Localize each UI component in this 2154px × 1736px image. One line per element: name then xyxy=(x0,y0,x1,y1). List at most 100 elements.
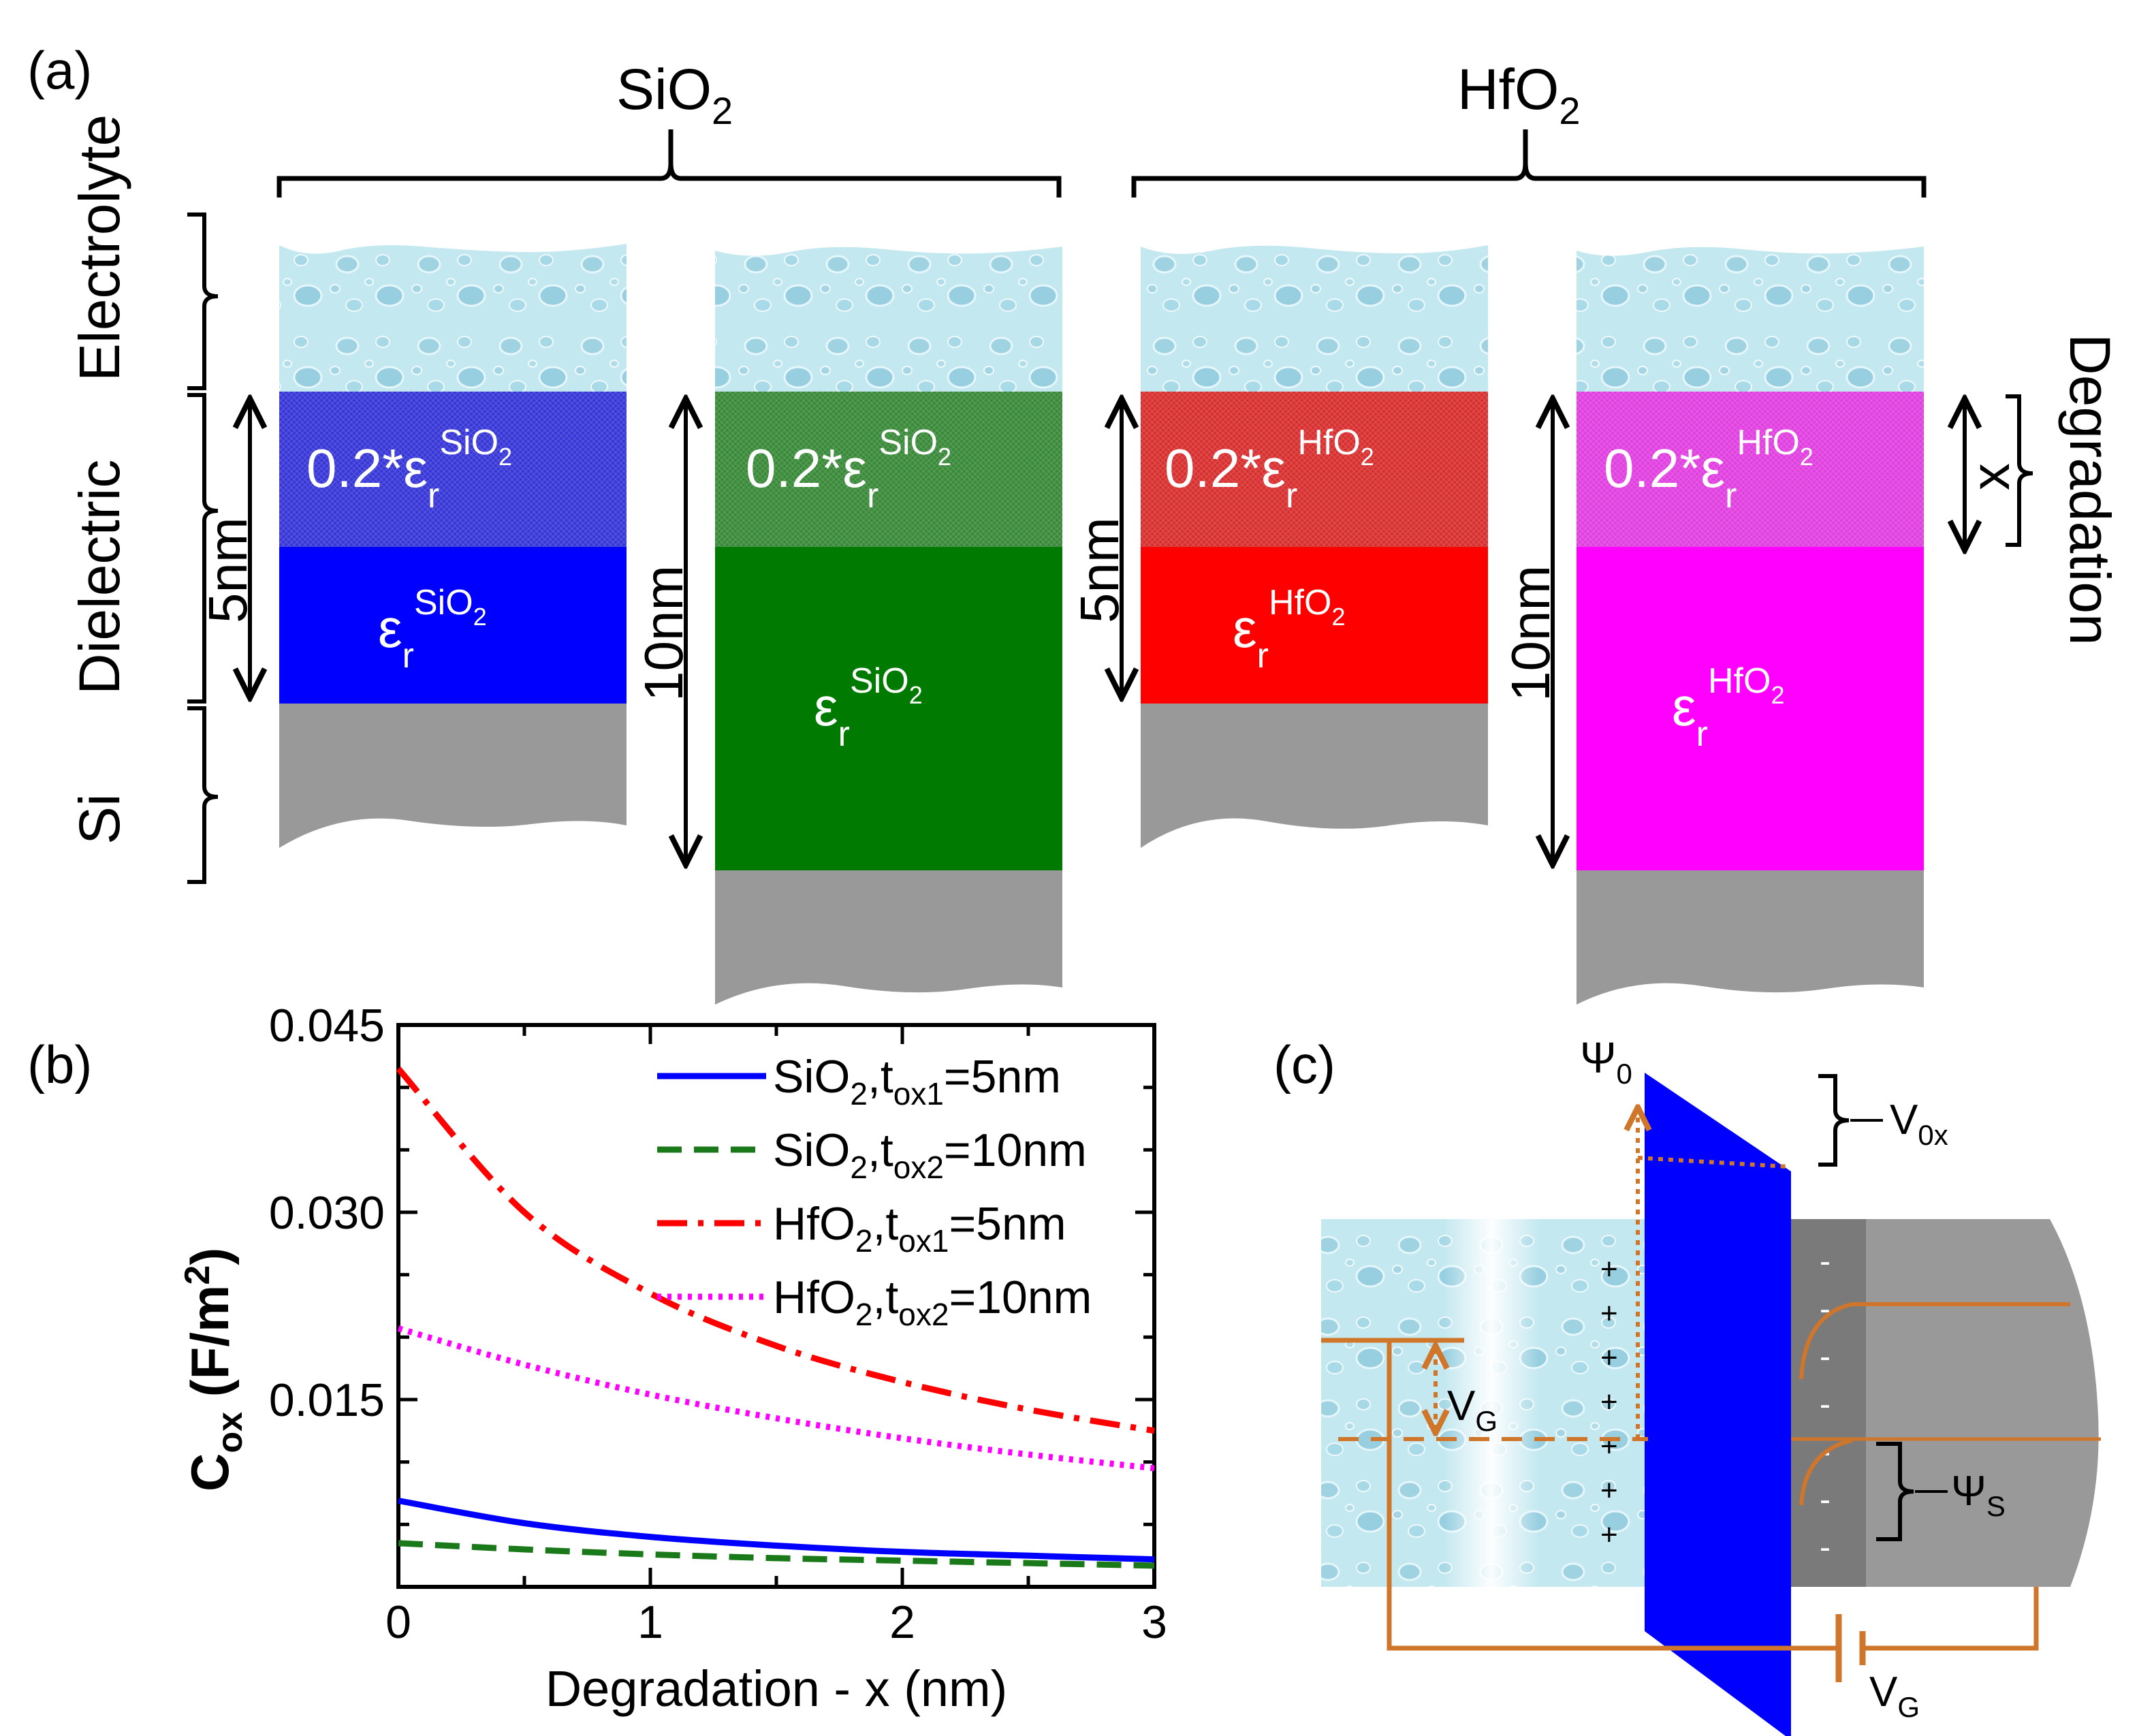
panel-b-label: (b) xyxy=(27,1035,92,1094)
column-hfo2-5nm: 0.2*εrHfO2 εrHfO2 5nm xyxy=(1069,245,1488,848)
double-layer-fade xyxy=(1444,1219,1539,1587)
psis-bracket xyxy=(1876,1442,1914,1541)
oxide-slab xyxy=(1645,1073,1791,1736)
degraded-permittivity-label: 0.2*εrHfO2 xyxy=(1604,423,1814,516)
y-tick-label: 0.015 xyxy=(269,1374,385,1426)
y-tick-label: 0.030 xyxy=(269,1187,385,1239)
degradation-label: Degradation xyxy=(2058,334,2122,646)
x-axis-label: Degradation - x (nm) xyxy=(545,1660,1008,1717)
layer-label-si: Si xyxy=(67,793,131,845)
chart-axes: 0 1 2 3 0.015 0.030 0.045 xyxy=(269,1000,1167,1648)
column-sio2-5nm: 0.2*εrSiO2 εrSiO2 5nm xyxy=(197,244,627,848)
panel-a-label: (a) xyxy=(27,40,92,100)
permittivity-label: εrSiO2 xyxy=(378,583,487,676)
minus-sign: - xyxy=(1820,1244,1831,1280)
positive-charges: + + + + + + + xyxy=(1600,1252,1618,1551)
x-tick-label: 0 xyxy=(385,1596,411,1648)
plus-sign: + xyxy=(1600,1385,1618,1419)
panel-c-label: (c) xyxy=(1273,1035,1335,1094)
plus-sign: + xyxy=(1600,1474,1618,1507)
degraded-texture xyxy=(715,392,1062,547)
group-label-hfo2: HfO2 xyxy=(1457,57,1581,132)
si-substrate xyxy=(279,704,627,848)
legend-entry: SiO2,tox1=5nm xyxy=(773,1051,1061,1111)
degraded-permittivity-label: 0.2*εrHfO2 xyxy=(1165,423,1374,516)
upper-band-line xyxy=(1799,1302,2070,1380)
plus-sign: + xyxy=(1600,1297,1618,1330)
vg-label-left: VG xyxy=(1447,1383,1498,1437)
si-substrate xyxy=(1141,704,1488,848)
oxide-layer xyxy=(1141,547,1488,704)
psis-label: ΨS xyxy=(1951,1468,2006,1522)
layer-label-dielectric: Dielectric xyxy=(67,460,131,695)
chart-legend: SiO2,tox1=5nm SiO2,tox2=10nm HfO2,tox1=5nm… xyxy=(657,1051,1092,1332)
circuit-wire-left xyxy=(1387,1340,1839,1651)
degraded-texture xyxy=(1141,392,1488,547)
electrolyte-layer xyxy=(715,247,1062,392)
permittivity-label: εrHfO2 xyxy=(1672,661,1784,754)
x-tick-label: 3 xyxy=(1141,1596,1167,1648)
group-label-sio2: SiO2 xyxy=(616,57,733,132)
hfo2-bracket xyxy=(1131,129,1927,198)
electrolyte-layer xyxy=(1141,245,1488,392)
series-line-2 xyxy=(396,1067,1155,1434)
vox-label: V0x xyxy=(1890,1096,1948,1151)
surface-band-bending xyxy=(1799,1438,1853,1506)
chart-series xyxy=(396,1067,1155,1569)
minus-sign: - xyxy=(1820,1339,1831,1375)
electrolyte-layer xyxy=(279,244,627,392)
psi0-label: Ψ0 xyxy=(1580,1033,1632,1090)
circuit-wire-right xyxy=(1863,1587,2039,1651)
oxide-layer xyxy=(279,547,627,704)
si-bracket xyxy=(187,706,219,884)
layer-label-electrolyte: Electrolyte xyxy=(67,114,131,381)
si-substrate xyxy=(1577,870,1924,1005)
y-tick-label: 0.045 xyxy=(269,1000,385,1052)
negative-charges: - - - - - - - xyxy=(1820,1244,1831,1566)
minus-sign: - xyxy=(1820,1530,1831,1566)
x-tick-label: 1 xyxy=(637,1596,663,1648)
plus-sign: + xyxy=(1600,1518,1618,1551)
permittivity-label: εrSiO2 xyxy=(814,661,923,754)
legend-entry: SiO2,tox2=10nm xyxy=(773,1124,1087,1185)
electrolyte-layer xyxy=(1577,247,1924,392)
oxide-layer xyxy=(1577,547,1924,870)
x-bracket xyxy=(2006,394,2033,547)
x-label: x xyxy=(1960,463,2021,490)
thickness-label: 5nm xyxy=(1069,517,1130,623)
sio2-bracket xyxy=(276,129,1062,198)
degraded-permittivity-label: 0.2*εrSiO2 xyxy=(306,423,512,516)
vg-label-battery: VG xyxy=(1869,1669,1920,1723)
series-line-3 xyxy=(397,1325,1155,1472)
panel-c: (c) + + + + + + + - - - - - - - xyxy=(1273,1033,2101,1736)
series-line-0 xyxy=(398,1498,1155,1563)
si-substrate xyxy=(715,870,1062,1005)
plus-sign: + xyxy=(1600,1341,1618,1374)
plus-sign: + xyxy=(1600,1252,1618,1286)
depletion-region xyxy=(1781,1219,1866,1587)
thickness-label: 10nm xyxy=(633,565,694,701)
legend-entry: HfO2,tox1=5nm xyxy=(773,1198,1066,1259)
series-line-1 xyxy=(398,1540,1155,1569)
electrolyte-bracket xyxy=(187,212,219,390)
degraded-permittivity-label: 0.2*εrSiO2 xyxy=(746,423,951,516)
plus-sign: + xyxy=(1600,1430,1618,1463)
vox-bracket xyxy=(1818,1074,1850,1167)
x-tick-label: 2 xyxy=(889,1596,915,1648)
column-hfo2-10nm: 0.2*εrHfO2 εrHfO2 10nm xyxy=(1500,247,1924,1005)
y-axis-label: Cox (F/m2) xyxy=(178,1248,250,1492)
minus-sign: - xyxy=(1820,1387,1831,1423)
permittivity-label: εrHfO2 xyxy=(1233,583,1345,676)
degraded-texture xyxy=(1577,392,1924,547)
minus-sign: - xyxy=(1820,1482,1831,1518)
legend-entry: HfO2,tox2=10nm xyxy=(773,1272,1092,1332)
vox-dotted-line xyxy=(1637,1156,1788,1169)
oxide-layer xyxy=(715,547,1062,870)
thickness-label: 10nm xyxy=(1500,565,1561,701)
thickness-label: 5nm xyxy=(197,517,258,623)
dielectric-bracket xyxy=(187,393,219,704)
degraded-texture xyxy=(279,392,627,547)
column-sio2-10nm: 0.2*εrSiO2 εrSiO2 10nm xyxy=(633,247,1062,1005)
